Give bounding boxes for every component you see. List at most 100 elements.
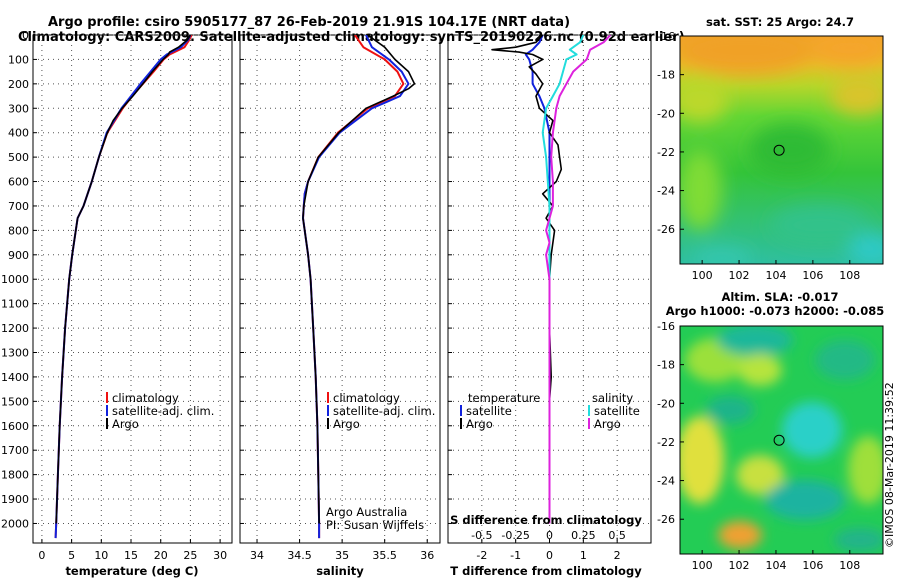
x-tick-label: 34 bbox=[250, 549, 264, 562]
difference-legend-temperature: temperature satellite Argo bbox=[460, 391, 540, 431]
sla-high-patch bbox=[848, 436, 883, 504]
x-tick-label: 25 bbox=[183, 549, 197, 562]
s-difference-tick-label: 0.5 bbox=[608, 529, 626, 542]
principal-investigator-annotation: PI: Susan Wijffels bbox=[326, 518, 424, 532]
sst-teal-patch bbox=[770, 205, 870, 245]
depth-tick-label: 300 bbox=[8, 102, 29, 115]
map-lat-tick-label: -16 bbox=[657, 30, 675, 43]
map-lat-tick-label: -26 bbox=[657, 223, 675, 236]
map-lon-tick-label: 102 bbox=[729, 269, 750, 282]
depth-tick-label: 700 bbox=[8, 200, 29, 213]
legend-climatology-label: climatology bbox=[333, 391, 400, 405]
depth-tick-label: 1800 bbox=[1, 469, 29, 482]
figure-title-line1: Argo profile: csiro 5905177_87 26-Feb-20… bbox=[48, 15, 570, 30]
panel-series-group bbox=[54, 35, 193, 539]
float-position-marker bbox=[773, 144, 785, 156]
sst-lime-patch bbox=[680, 150, 722, 230]
map-lat-tick-label: -26 bbox=[657, 513, 675, 526]
map-lon-tick-label: 106 bbox=[802, 559, 823, 572]
profile-lines bbox=[54, 35, 612, 539]
sla-map-ticks: 100 102 104 106 108 -16 -18 -20 -22 -24 -26 bbox=[657, 320, 860, 572]
series-line-argo bbox=[55, 35, 192, 524]
s-difference-tick-label: -0.25 bbox=[501, 529, 529, 542]
legend-argo-label: Argo bbox=[333, 417, 360, 431]
series-line-s-satellite bbox=[541, 35, 585, 524]
map-lon-tick-label: 104 bbox=[765, 559, 786, 572]
map-lat-tick-label: -20 bbox=[657, 397, 675, 410]
legend-climatology-label: climatology bbox=[112, 391, 179, 405]
map-lon-tick-label: 108 bbox=[839, 269, 860, 282]
series-line-t-argo bbox=[491, 35, 563, 524]
map-lon-tick-label: 106 bbox=[802, 269, 823, 282]
sst-cyan-patch bbox=[848, 234, 883, 264]
depth-tick-label: 600 bbox=[8, 176, 29, 189]
x-tick-label: -1 bbox=[510, 549, 521, 562]
map-lat-tick-label: -22 bbox=[657, 146, 675, 159]
depth-tick-label: 1200 bbox=[1, 322, 29, 335]
sla-low-patch bbox=[834, 528, 883, 552]
legend-argo-label: Argo bbox=[112, 417, 139, 431]
sst-cyan-patch bbox=[692, 248, 752, 264]
x-tick-label: 0 bbox=[38, 549, 45, 562]
x-tick-label: 36 bbox=[420, 549, 434, 562]
sla-low-patch bbox=[706, 396, 754, 424]
salinity-x-label: salinity bbox=[316, 564, 364, 578]
difference-legend-salinity: salinity satellite Argo bbox=[588, 391, 640, 431]
series-line-satellite-adj-clim bbox=[54, 35, 192, 539]
depth-tick-label: 1300 bbox=[1, 347, 29, 360]
map-lat-tick-label: -20 bbox=[657, 107, 675, 120]
map-lon-tick-label: 102 bbox=[729, 559, 750, 572]
salinity-legend: climatology satellite-adj. clim. Argo bbox=[327, 391, 435, 431]
s-difference-x-label: S difference from climatology bbox=[450, 513, 642, 527]
series-line-s-argo bbox=[545, 35, 612, 524]
sla-map-subtitle: Argo h1000: -0.073 h2000: -0.085 bbox=[666, 304, 885, 318]
sst-warm-patch bbox=[810, 36, 883, 66]
x-tick-label: 10 bbox=[94, 549, 108, 562]
depth-tick-label: 1600 bbox=[1, 420, 29, 433]
sla-low-patch bbox=[782, 402, 842, 458]
map-lat-tick-label: -22 bbox=[657, 436, 675, 449]
x-tick-label: 35.5 bbox=[372, 549, 397, 562]
legend-salinity-title: salinity bbox=[592, 391, 633, 405]
sst-green-patch bbox=[750, 124, 830, 176]
x-tick-label: 5 bbox=[68, 549, 75, 562]
depth-tick-label: 900 bbox=[8, 249, 29, 262]
legend-t-argo-label: Argo bbox=[466, 417, 493, 431]
map-lat-tick-label: -16 bbox=[657, 320, 675, 333]
sla-high-patch bbox=[738, 354, 782, 386]
sla-low-patch bbox=[765, 480, 845, 520]
depth-tick-label: 800 bbox=[8, 224, 29, 237]
x-tick-label: 15 bbox=[124, 549, 138, 562]
sla-map: Altim. SLA: -0.017 Argo h1000: -0.073 h2… bbox=[657, 290, 885, 572]
legend-s-satellite-label: satellite bbox=[594, 404, 640, 418]
sst-map-ticks: 100 102 104 106 108 -16 -18 -20 -22 -24 -26 bbox=[657, 30, 860, 282]
map-lat-tick-label: -18 bbox=[657, 359, 675, 372]
map-lon-tick-label: 104 bbox=[765, 269, 786, 282]
profile-ticks: 0 5 10 15 20 25 30 34 34.5 35 35.5 36 -2 -1 0 1 2 -0.5 -0.… bbox=[1, 29, 626, 562]
legend-satellite-label: satellite-adj. clim. bbox=[112, 404, 214, 418]
x-tick-label: 1 bbox=[580, 549, 587, 562]
sla-low-patch bbox=[815, 340, 875, 380]
panel-series-group bbox=[302, 35, 416, 539]
s-difference-tick-label: 0 bbox=[546, 529, 553, 542]
x-tick-label: -2 bbox=[476, 549, 487, 562]
series-line-climatology bbox=[54, 35, 193, 539]
depth-tick-label: 1700 bbox=[1, 444, 29, 457]
s-difference-tick-label: -0.5 bbox=[471, 529, 492, 542]
depth-tick-label: 500 bbox=[8, 151, 29, 164]
x-tick-label: 2 bbox=[614, 549, 621, 562]
legend-s-argo-label: Argo bbox=[594, 417, 621, 431]
t-difference-x-label: T difference from climatology bbox=[450, 564, 642, 578]
x-tick-label: 35 bbox=[335, 549, 349, 562]
sst-warm-patch bbox=[680, 36, 815, 74]
x-tick-label: 34.5 bbox=[287, 549, 312, 562]
sla-high-patch bbox=[736, 455, 784, 495]
x-tick-label: 0 bbox=[546, 549, 553, 562]
legend-satellite-label: satellite-adj. clim. bbox=[333, 404, 435, 418]
map-lon-tick-label: 100 bbox=[692, 559, 713, 572]
series-line-argo bbox=[302, 35, 416, 524]
temperature-legend: climatology satellite-adj. clim. Argo bbox=[106, 391, 214, 431]
x-tick-label: 30 bbox=[213, 549, 227, 562]
sla-low-patch bbox=[717, 326, 793, 356]
